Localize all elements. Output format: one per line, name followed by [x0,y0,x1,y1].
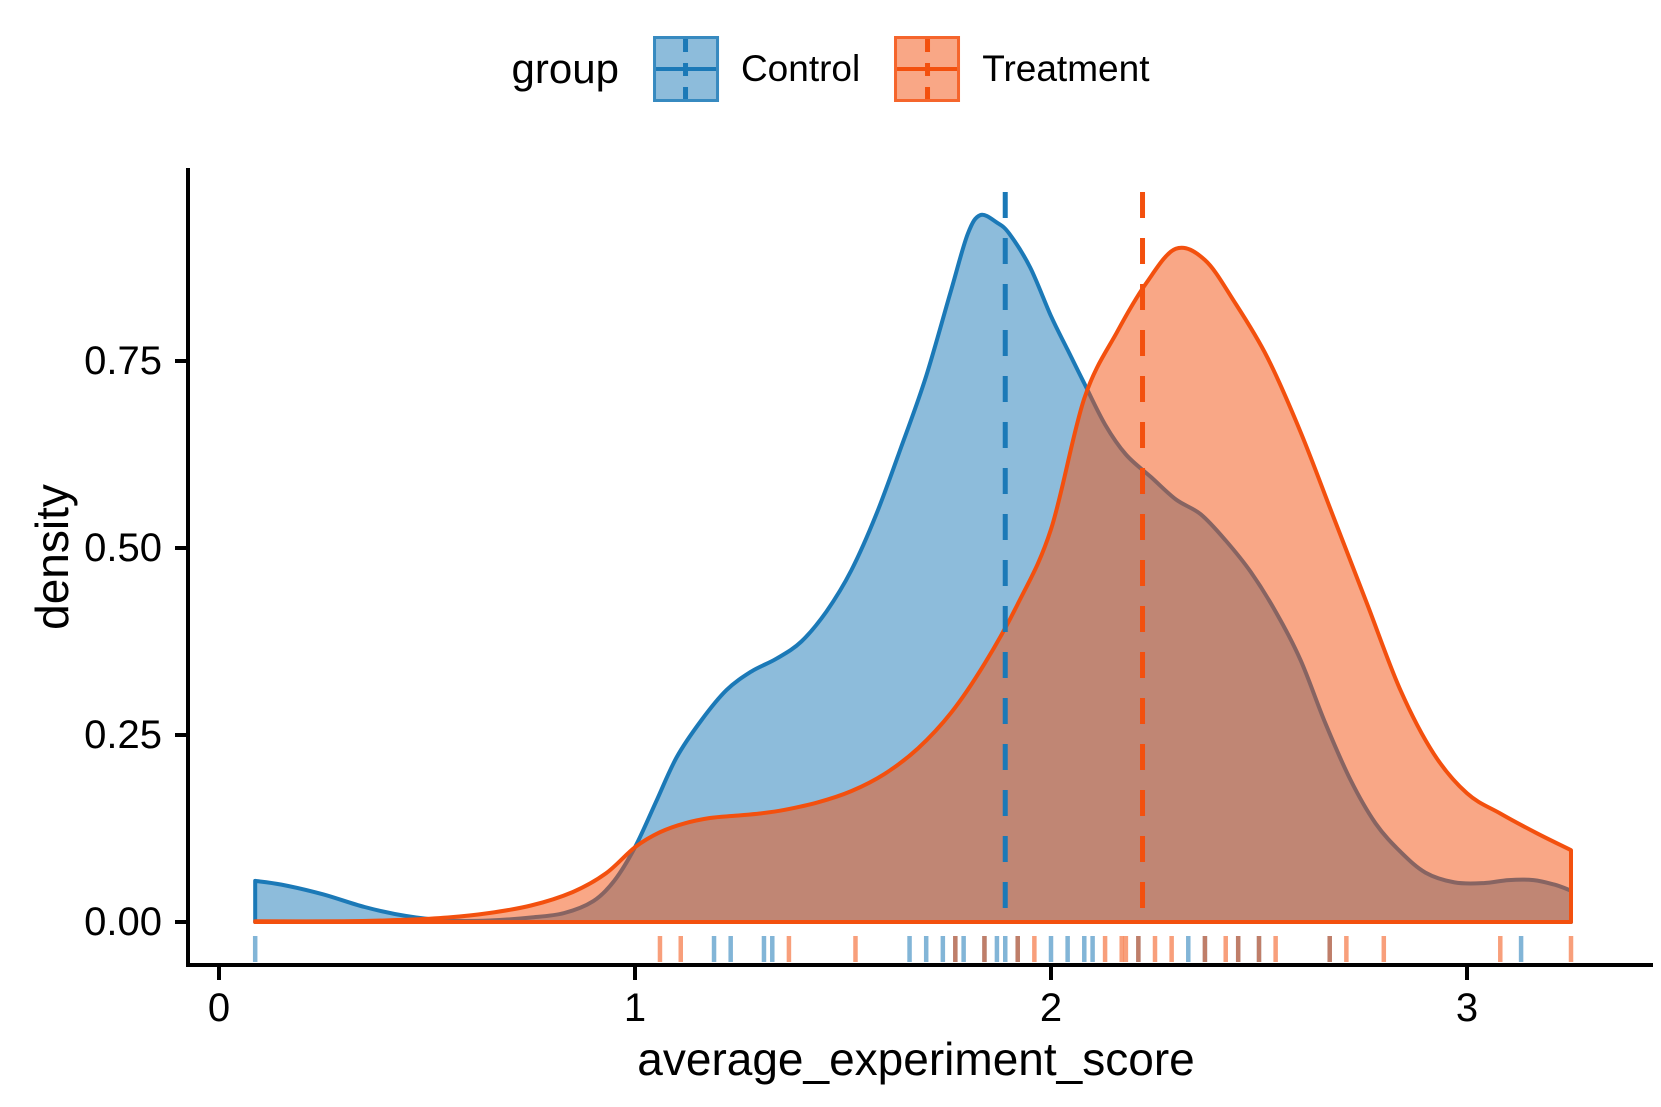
x-tick-label: 0 [207,986,231,1030]
y-tick-label: 0.75 [84,339,162,383]
y-tick-label: 0.25 [84,713,162,757]
density-area-treatment [253,245,1573,924]
legend-key-icon [652,36,719,102]
y-tick-label: 0.00 [84,900,162,944]
x-tick-label: 3 [1455,986,1479,1030]
legend: group Control Treatment [511,36,1149,102]
legend-key-vdash-icon [924,39,930,99]
legend-title: group [511,45,619,92]
legend-entry-control: Control [652,36,861,102]
x-tick-label: 1 [623,986,647,1030]
x-axis-title: average_experiment_score [637,1033,1195,1085]
legend-entry-treatment: Treatment [894,36,1149,102]
x-tick-label: 2 [1039,986,1063,1030]
y-tick-label: 0.50 [84,526,162,570]
legend-key-icon [894,36,961,102]
legend-label: Treatment [982,48,1150,89]
legend-entries: Control Treatment [652,36,1149,102]
legend-label: Control [740,48,861,89]
legend-key-vdash-icon [683,39,689,99]
